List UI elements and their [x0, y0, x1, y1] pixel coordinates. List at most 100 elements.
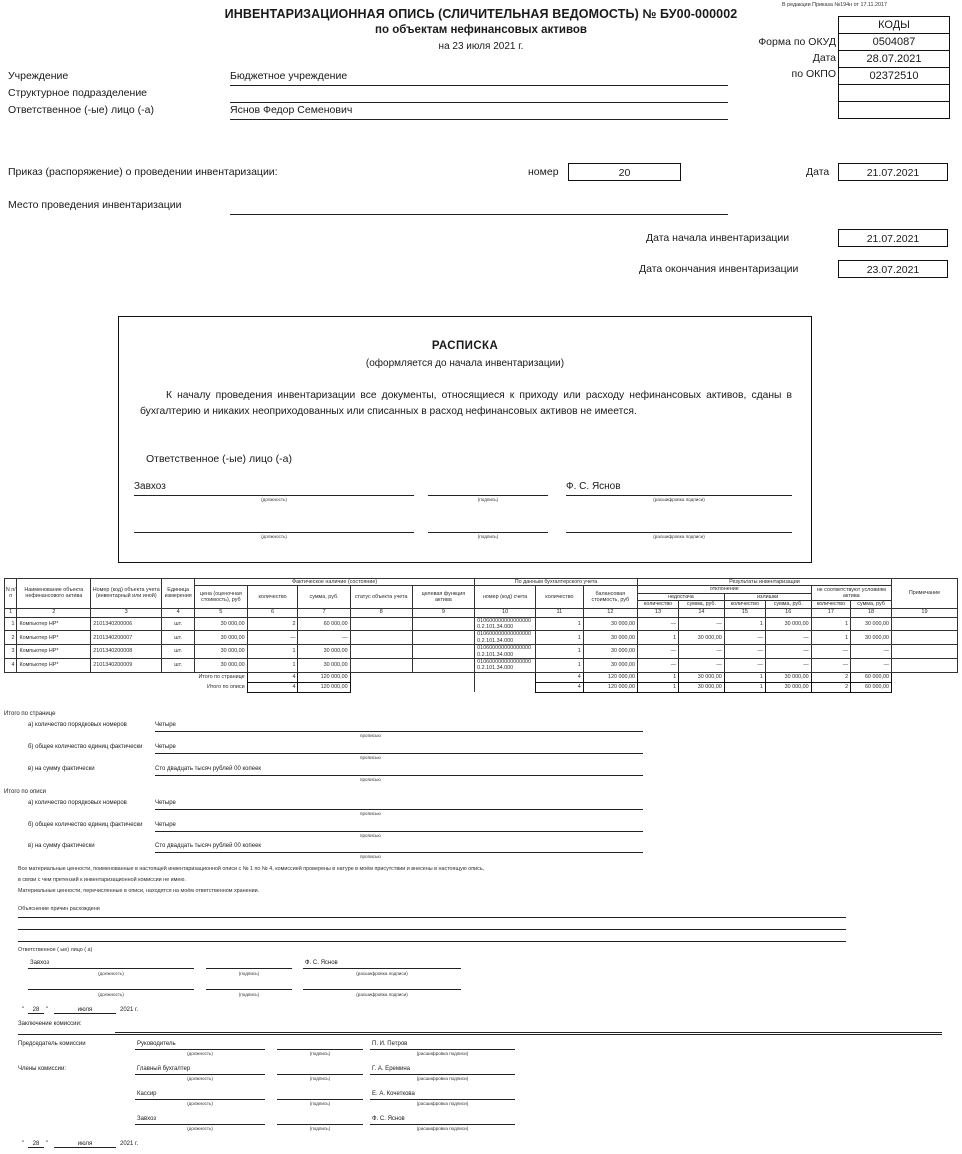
summary-page-label-c: в) на сумму фактически	[28, 766, 95, 772]
table-row[interactable]: 3 Компьютер HP* 2101340200008 шт. 30 000…	[3, 644, 959, 660]
cell-qty-fact: 1	[246, 644, 299, 660]
commission-position-2[interactable]: Кассир	[135, 1091, 265, 1100]
responsible-position-1[interactable]: Завхоз	[28, 960, 194, 969]
th-price: цена (оценочная стоимость), руб	[194, 585, 248, 609]
commission-decode-3[interactable]: Ф. С. Яснов	[370, 1116, 515, 1125]
commission-position-1[interactable]: Главный бухгалтер	[135, 1066, 265, 1075]
summary-list-value-a[interactable]: Четыре	[155, 800, 643, 810]
commission-position-0[interactable]: Руководитель	[135, 1041, 265, 1050]
responsible-date-year: 2021 г.	[120, 1007, 139, 1013]
table-row[interactable]: 2 Компьютер HP* 2101340200007 шт. 30 000…	[3, 630, 959, 646]
conclusion-field-1[interactable]	[115, 1021, 942, 1033]
order-date-value[interactable]: 21.07.2021	[838, 163, 948, 181]
commission-position-3[interactable]: Завхоз	[135, 1116, 265, 1125]
colnum-7: 7	[297, 607, 351, 618]
discrepancy-field-1[interactable]	[18, 906, 846, 918]
subdivision-value[interactable]	[230, 87, 728, 103]
summary-page-value-c[interactable]: Сто двадцать тысяч рублей 00 копеек	[155, 766, 643, 776]
cell-sum-fact: 30 000,00	[297, 658, 351, 673]
codes-value-empty-1[interactable]	[839, 85, 949, 102]
responsible-decode-1[interactable]: Ф. С. Яснов	[303, 960, 461, 969]
codes-value-date[interactable]: 28.07.2021	[839, 51, 949, 68]
receipt-signature-2[interactable]	[428, 518, 548, 533]
cell-short-qty: —	[636, 644, 680, 660]
table-row[interactable]: 1 Компьютер HP* 2101340200006 шт. 30 000…	[3, 616, 959, 632]
cell-sum-fact: 60 000,00	[297, 616, 351, 632]
commission-caption-signature-3: (подпись)	[309, 1126, 331, 1131]
discrepancy-field-3[interactable]	[18, 930, 846, 942]
commission-signature-1[interactable]	[277, 1066, 363, 1075]
th-unit: Единица измерения	[161, 578, 196, 609]
responsible-signature-1[interactable]	[206, 960, 292, 969]
commission-signature-2[interactable]	[277, 1091, 363, 1100]
responsible-date-month[interactable]: июля	[54, 1007, 116, 1014]
totals-row-page: Итого по странице 4 120 000,00 4 120 000…	[4, 671, 958, 683]
start-date-value[interactable]: 21.07.2021	[838, 229, 948, 247]
discrepancy-label: Объяснение причин расхождени	[18, 906, 100, 912]
responsible-signature-2[interactable]	[206, 981, 292, 990]
responsible-decode-2[interactable]	[303, 981, 461, 990]
receipt-responsible-label: Ответственное (-ые) лицо (-а)	[146, 453, 292, 465]
summary-list-value-b[interactable]: Четыре	[155, 822, 643, 832]
summary-page-value-a[interactable]: Четыре	[155, 722, 643, 732]
cell-n: 2	[3, 630, 18, 646]
codes-table: КОДЫ 0504087 28.07.2021 02372510	[838, 16, 950, 119]
totals-row-list: Итого по описи 4 120 000,00 4 120 000,00…	[4, 681, 958, 693]
receipt-title: РАСПИСКА	[431, 340, 499, 352]
colnum-5: 5	[194, 607, 248, 618]
cell-short-qty: 1	[636, 630, 680, 646]
receipt-decode-2[interactable]	[566, 518, 792, 533]
table-row[interactable]: 4 Компьютер HP* 2101340200009 шт. 30 000…	[3, 658, 959, 673]
document-subtitle: по объектам нефинансовых активов	[375, 24, 587, 36]
cell-nomatch-qty: 1	[810, 630, 852, 646]
th-purpose: целевая функция актива	[411, 585, 476, 609]
cell-account: 010600000000000000 0.2.101.34.000	[474, 616, 537, 632]
summary-list-value-c[interactable]: Сто двадцать тысяч рублей 00 копеек	[155, 843, 643, 853]
codes-value-empty-2[interactable]	[839, 102, 949, 118]
commission-signature-3[interactable]	[277, 1116, 363, 1125]
commission-date-day[interactable]: 28	[28, 1141, 44, 1148]
discrepancy-field-2[interactable]	[18, 918, 846, 930]
cell-note	[890, 630, 959, 646]
receipt-position-1[interactable]: Завхоз	[134, 481, 414, 496]
colnum-10: 10	[474, 607, 537, 618]
commission-date-month[interactable]: июля	[54, 1141, 116, 1148]
cell-surplus-qty: —	[723, 630, 766, 646]
cell-nomatch-sum: —	[850, 658, 892, 673]
order-number-label: номер	[528, 166, 559, 178]
receipt-caption-signature-1: (подпись)	[477, 497, 499, 502]
commission-decode-1[interactable]: Г. А. Еремина	[370, 1066, 515, 1075]
place-label: Место проведения инвентаризации	[8, 199, 182, 211]
summary-list-label-a: а) количество порядковых номеров	[28, 800, 127, 806]
cell-inv: 2101340200008	[90, 644, 163, 660]
receipt-signature-1[interactable]	[428, 481, 548, 496]
responsible-block-header: Ответственное ( ые) лицо ( а)	[18, 947, 93, 953]
th-bal-value: балансовая стоимость, руб	[582, 585, 638, 609]
conclusion-field-2[interactable]	[18, 1033, 942, 1035]
order-number-value[interactable]: 20	[568, 163, 681, 181]
receipt-position-2[interactable]	[134, 518, 414, 533]
receipt-decode-1[interactable]: Ф. С. Яснов	[566, 481, 792, 496]
summary-page-value-b[interactable]: Четыре	[155, 744, 643, 754]
responsible-date-day[interactable]: 28	[28, 1007, 44, 1014]
cell-qty-fact: 1	[246, 658, 299, 673]
commission-caption-position-3: (должность)	[187, 1126, 213, 1131]
commission-decode-0[interactable]: П. И. Петров	[370, 1041, 515, 1050]
institution-value[interactable]: Бюджетное учреждение	[230, 70, 728, 86]
responsible-position-2[interactable]	[28, 981, 194, 990]
totals-nomatch-sum-page: 60 000,00	[850, 671, 892, 683]
responsible-person-value[interactable]: Яснов Федор Семенович	[230, 104, 728, 120]
end-date-value[interactable]: 23.07.2021	[838, 260, 948, 278]
codes-value-okud[interactable]: 0504087	[839, 34, 949, 51]
totals-surplus-sum-list: 30 000,00	[764, 681, 812, 693]
place-value[interactable]	[230, 199, 728, 215]
commission-decode-2[interactable]: Е. А. Кочеткова	[370, 1091, 515, 1100]
cell-short-qty: —	[636, 658, 680, 673]
codes-value-okpo[interactable]: 02372510	[839, 68, 949, 85]
commission-signature-0[interactable]	[277, 1041, 363, 1050]
cell-price: 30 000,00	[194, 630, 248, 646]
cell-n: 4	[3, 658, 18, 673]
cell-surplus-sum: —	[764, 644, 812, 660]
responsible-caption-signature-2: (подпись)	[238, 992, 260, 997]
cell-price: 30 000,00	[194, 616, 248, 632]
